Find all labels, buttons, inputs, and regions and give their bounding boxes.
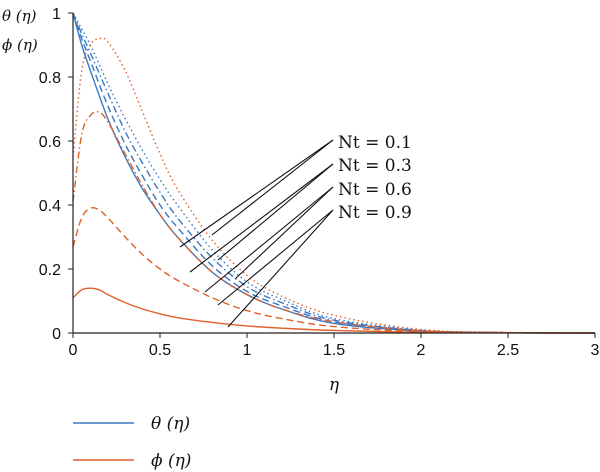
theta-series-nt-0-3 [72,12,596,334]
phi-series-nt-0-1 [72,287,596,334]
legend-label-theta: θ (η) [151,414,190,434]
x-axis-label: η [329,375,340,395]
y-axis-label-phi: ϕ (η) [2,36,38,54]
phi-series-nt-0-9 [72,37,596,334]
leader-line [227,209,334,328]
leader-line [217,209,334,306]
x-tick-label: 0 [69,342,78,359]
x-tick-label: 2.5 [497,342,519,359]
phi-series-nt-0-3 [72,206,596,334]
phi-series-nt-0-6 [72,111,596,334]
annotation-nt-0-3: Nt = 0.3 [338,156,412,176]
y-tick-label: 0.8 [39,70,61,87]
series-group [72,12,596,334]
y-axis-label-theta: θ (η) [2,7,37,25]
annotation-leaders [179,139,334,328]
y-ticks: 0 0.2 0.4 0.6 0.8 1 [39,6,73,343]
x-ticks: 0 0.5 1 1.5 2 2.5 3 [69,333,600,359]
leader-line [204,186,334,293]
leader-line [234,186,334,280]
leader-line [179,139,334,248]
x-tick-label: 1.5 [323,342,345,359]
x-tick-label: 1 [243,342,252,359]
x-tick-label: 3 [591,342,600,359]
leader-line [211,139,334,236]
legend: θ (η) ϕ (η) [73,414,191,471]
annotation-nt-0-6: Nt = 0.6 [338,180,412,200]
annotation-nt-0-9: Nt = 0.9 [338,203,412,223]
legend-label-phi: ϕ (η) [151,451,191,471]
y-tick-label: 1 [52,6,61,23]
theta-series-nt-0-9 [72,12,596,334]
axes [72,13,595,334]
annotation-nt-0-1: Nt = 0.1 [338,133,412,153]
x-tick-label: 2 [417,342,426,359]
x-tick-label: 0.5 [149,342,171,359]
leader-line [189,163,334,273]
y-tick-label: 0.4 [39,198,61,215]
leader-line [217,163,334,261]
annotations: Nt = 0.1 Nt = 0.3 Nt = 0.6 Nt = 0.9 [338,133,412,223]
y-tick-label: 0 [52,326,61,343]
theta-series-nt-0-6 [72,12,596,334]
y-tick-label: 0.6 [39,134,61,151]
y-tick-label: 0.2 [39,262,61,279]
theta-series-nt-0-1 [72,12,596,334]
